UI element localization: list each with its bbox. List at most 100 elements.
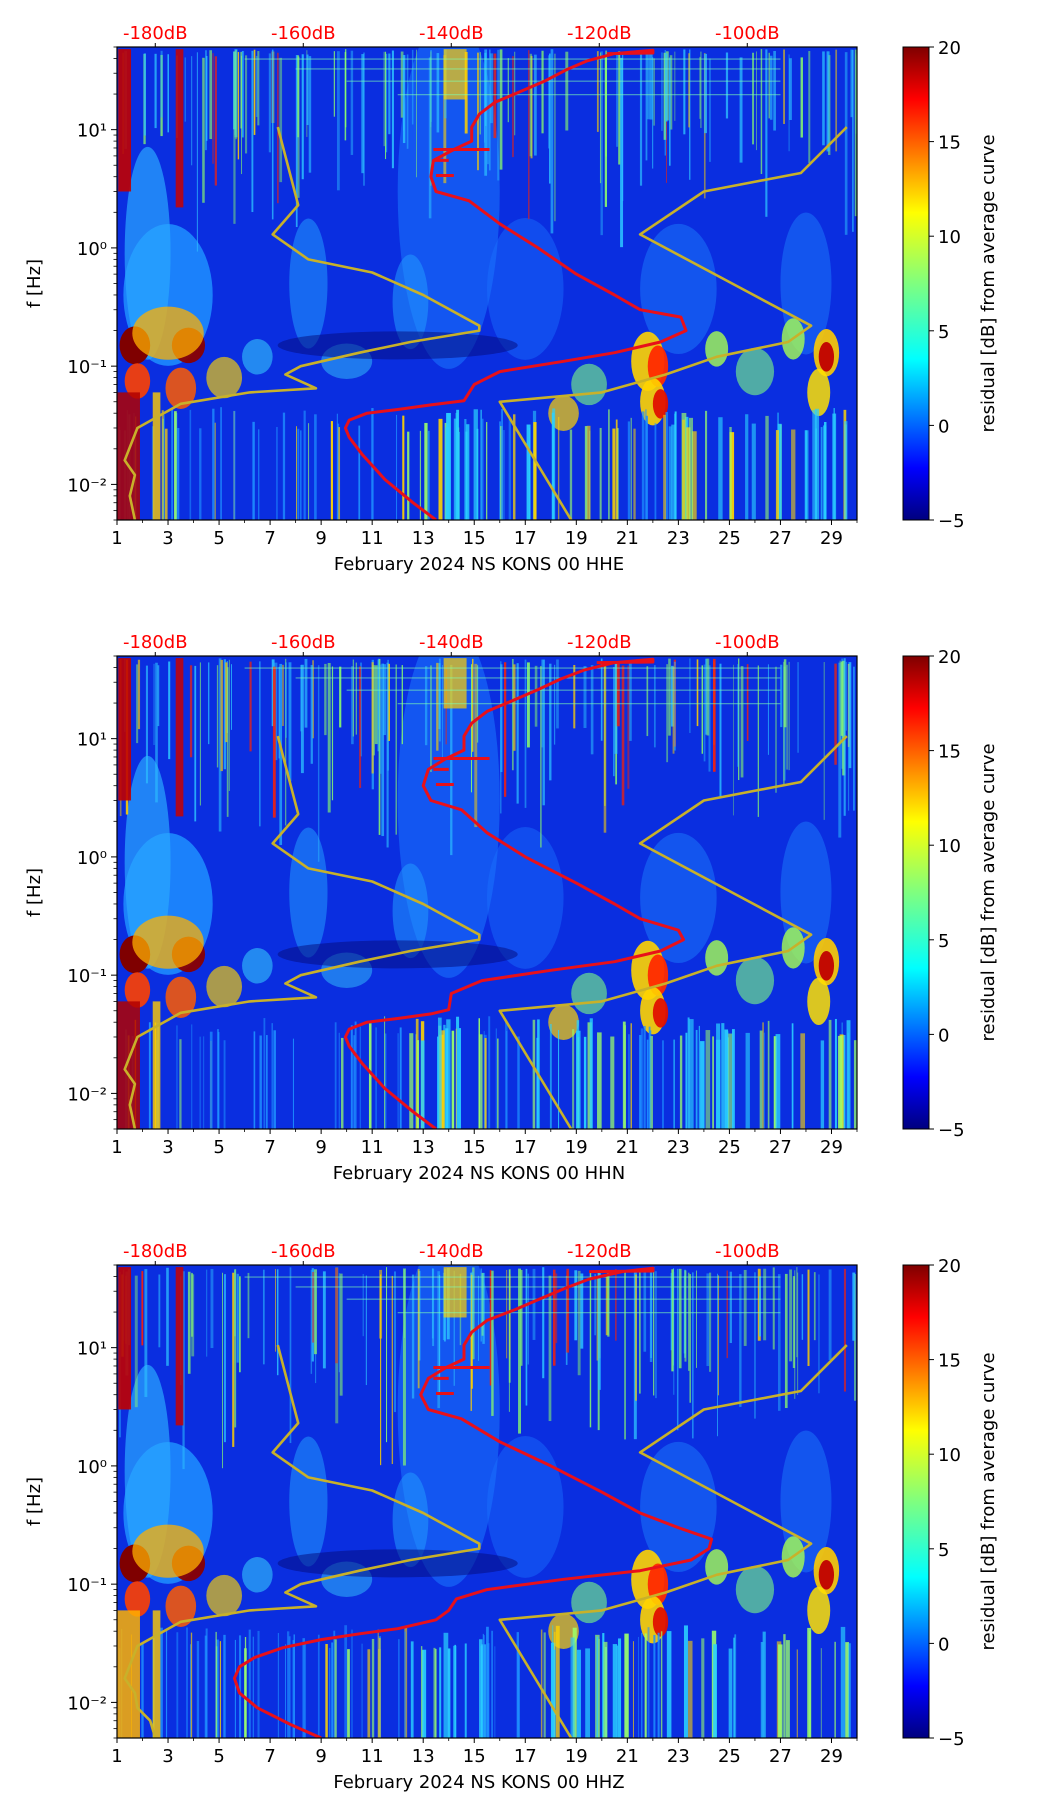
heatmap-streak bbox=[374, 665, 378, 745]
heatmap-streak bbox=[223, 1274, 226, 1443]
heatmap-streak bbox=[203, 1036, 205, 1129]
top-db-label: -180dB bbox=[123, 632, 188, 653]
top-db-label: -120dB bbox=[567, 23, 632, 44]
heatmap-streak bbox=[797, 1272, 799, 1395]
heatmap-streak bbox=[238, 1635, 242, 1738]
heatmap-blob bbox=[818, 1560, 835, 1590]
heatmap-streak bbox=[378, 1638, 381, 1738]
heatmap-streak bbox=[299, 430, 302, 520]
heatmap-blob bbox=[165, 367, 197, 409]
heatmap-streak bbox=[553, 664, 556, 745]
heatmap-streak bbox=[241, 55, 243, 175]
heatmap-streak bbox=[788, 54, 790, 152]
heatmap-streak bbox=[576, 1030, 581, 1129]
heatmap-streak bbox=[220, 407, 222, 520]
heatmap-streak bbox=[271, 49, 274, 220]
heatmap-streak bbox=[489, 1270, 492, 1386]
heatmap-streak bbox=[333, 51, 335, 117]
heatmap-streak bbox=[328, 1647, 331, 1738]
heatmap-hline bbox=[244, 58, 781, 60]
heatmap-streak bbox=[158, 1274, 161, 1348]
heatmap-streak bbox=[253, 49, 256, 135]
heatmap-streak bbox=[402, 1268, 406, 1466]
heatmap-streak bbox=[646, 1039, 649, 1129]
heatmap-streak bbox=[696, 1270, 697, 1368]
heatmap-streak bbox=[171, 408, 174, 520]
heatmap-streak bbox=[852, 49, 854, 232]
heatmap-streak bbox=[268, 53, 271, 153]
heatmap-streak bbox=[199, 1036, 201, 1129]
heatmap-streak bbox=[661, 52, 663, 131]
heatmap-streak bbox=[411, 49, 414, 125]
x-tick-label: 23 bbox=[667, 1137, 690, 1158]
x-tick-label: 7 bbox=[264, 1746, 275, 1767]
heatmap-streak bbox=[533, 422, 537, 520]
heatmap-streak bbox=[598, 1638, 600, 1738]
heatmap-streak bbox=[470, 664, 472, 793]
heatmap-streak bbox=[424, 422, 428, 520]
heatmap-streak bbox=[633, 428, 636, 520]
colorbar-gradient bbox=[902, 46, 930, 521]
colorbar: 20 15 10 5 0 −5 residual [dB] from average cur… bbox=[902, 1256, 999, 1750]
heatmap-streak bbox=[300, 664, 303, 732]
heatmap-streak bbox=[272, 666, 276, 818]
y-tick-label: 10¹ bbox=[77, 730, 107, 751]
heatmap-streak bbox=[233, 51, 236, 224]
x-tick-label: 13 bbox=[412, 1137, 435, 1158]
heatmap-streak bbox=[273, 1030, 276, 1129]
heatmap-streak bbox=[404, 1631, 406, 1738]
heatmap-streak bbox=[760, 49, 763, 174]
heatmap-streak bbox=[666, 664, 669, 763]
heatmap-streak bbox=[143, 53, 147, 136]
heatmap-streak bbox=[814, 408, 820, 520]
heatmap-hline bbox=[397, 1312, 781, 1314]
heatmap-streak bbox=[786, 664, 788, 770]
heatmap-streak bbox=[844, 52, 848, 235]
x-tick-label: 5 bbox=[213, 1746, 224, 1767]
heatmap-streak bbox=[225, 662, 228, 743]
heatmap-streak bbox=[282, 412, 286, 520]
heatmap-streak bbox=[566, 1268, 570, 1353]
heatmap-streak bbox=[437, 1017, 442, 1129]
heatmap-streak bbox=[380, 1274, 382, 1466]
heatmap-streak bbox=[614, 662, 618, 754]
x-tick-label: 15 bbox=[463, 1137, 486, 1158]
heatmap-streak bbox=[705, 410, 708, 520]
heatmap-streak bbox=[209, 1031, 213, 1129]
heatmap-streak bbox=[599, 427, 602, 520]
heatmap-streak bbox=[338, 427, 341, 520]
heatmap-streak bbox=[600, 51, 603, 236]
heatmap-blob bbox=[392, 863, 429, 959]
heatmap-streak bbox=[692, 431, 697, 520]
heatmap-streak bbox=[363, 52, 365, 186]
heatmap-streak bbox=[757, 665, 759, 817]
noise-model-line bbox=[123, 1344, 481, 1738]
heatmap-streak bbox=[317, 665, 320, 862]
heatmap-streak bbox=[371, 662, 374, 774]
heatmap-streak bbox=[549, 1023, 552, 1129]
heatmap-streak bbox=[257, 1630, 260, 1738]
heatmap-streak bbox=[278, 666, 280, 759]
heatmap-streak bbox=[237, 52, 240, 160]
heatmap-streak bbox=[325, 1643, 328, 1738]
heatmap-streak bbox=[789, 58, 792, 121]
x-tick-label: 17 bbox=[514, 1137, 537, 1158]
heatmap-streak bbox=[279, 663, 283, 845]
heatmap-streak bbox=[455, 1028, 457, 1129]
heatmap-streak bbox=[549, 53, 551, 184]
heatmap-streak bbox=[778, 1644, 783, 1738]
x-tick-label: 1 bbox=[111, 1746, 122, 1767]
heatmap-streak bbox=[308, 56, 312, 173]
heatmap-streak bbox=[807, 1269, 810, 1366]
heatmap-streak bbox=[820, 1040, 825, 1129]
colorbar-tick-label: −5 bbox=[938, 1120, 965, 1141]
heatmap-streak bbox=[844, 421, 848, 520]
heatmap-streak bbox=[701, 1638, 705, 1738]
heatmap-streak bbox=[398, 1639, 400, 1738]
heatmap-streak bbox=[828, 1019, 832, 1129]
heatmap-streak bbox=[639, 1035, 642, 1129]
colorbar-tick-label: −5 bbox=[938, 1729, 965, 1750]
heatmap-streak bbox=[378, 658, 381, 835]
heatmap-streak bbox=[573, 664, 576, 729]
